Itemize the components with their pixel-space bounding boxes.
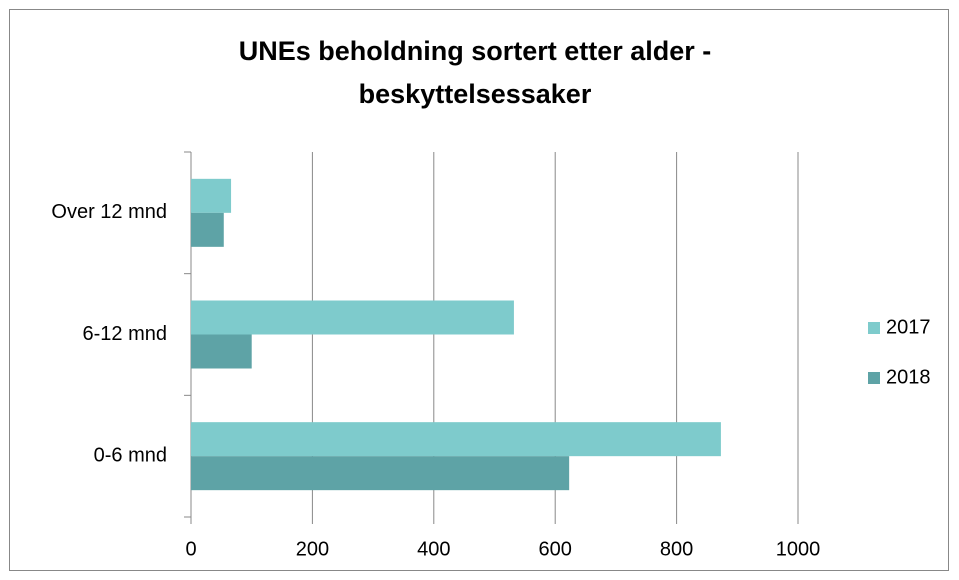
bar [191,422,721,457]
bar [191,456,570,491]
x-tick-label: 1000 [776,538,821,560]
y-tick-label: 6-12 mnd [83,323,168,345]
chart-title: UNEs beholdning sortert etter alder - be… [238,36,712,109]
y-tick-label: 0-6 mnd [94,444,167,466]
x-tick-label: 400 [417,538,450,560]
bar [191,178,232,213]
legend-swatch [868,322,880,334]
legend-swatch [868,372,880,384]
x-tick-label: 0 [185,538,196,560]
bar [191,212,224,247]
x-tick-label: 200 [296,538,329,560]
bar [191,334,252,369]
chart-border [9,9,949,571]
y-tick-label: Over 12 mnd [51,201,167,223]
x-tick-label: 800 [660,538,693,560]
legend-label: 2018 [886,366,931,388]
legend-label: 2017 [886,316,931,338]
x-tick-label: 600 [539,538,572,560]
bar [191,300,514,335]
